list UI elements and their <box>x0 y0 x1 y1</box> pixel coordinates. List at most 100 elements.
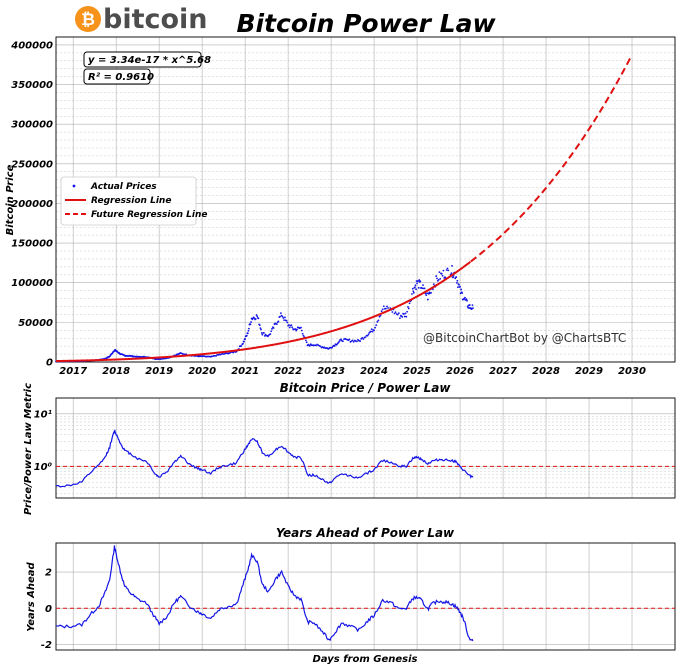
actual-price-point <box>404 312 407 315</box>
x-tick-label: 2021 <box>231 366 259 377</box>
actual-price-point <box>244 338 247 341</box>
legend-label-future: Future Regression Line <box>91 210 208 220</box>
actual-price-point <box>300 329 303 332</box>
y-tick-label: 50000 <box>18 318 53 329</box>
actual-price-point <box>302 334 305 337</box>
actual-price-point <box>438 271 441 273</box>
equation-line-1: y = 3.34e-17 * x^5.68 <box>88 55 211 66</box>
y-tick-label: -2 <box>41 640 52 651</box>
equation-line-2-box <box>83 68 151 85</box>
actual-price-point <box>242 342 244 345</box>
legend: Actual Prices Regression Line Future Reg… <box>60 176 208 226</box>
y-tick-label: 300000 <box>11 120 53 131</box>
actual-price-point <box>407 307 410 310</box>
actual-price-point <box>282 317 285 319</box>
actual-price-point <box>367 333 370 336</box>
x-tick-label: 2022 <box>274 366 302 377</box>
actual-price-point <box>456 279 459 282</box>
actual-price-point <box>419 280 422 283</box>
actual-price-point <box>440 272 443 275</box>
actual-price-point <box>259 327 262 329</box>
actual-price-point <box>240 345 243 347</box>
actual-price-point <box>260 332 263 334</box>
actual-price-point <box>348 338 351 341</box>
actual-price-point <box>275 323 278 326</box>
actual-price-point <box>426 298 429 301</box>
equation-box: y = 3.34e-17 * x^5.68 R² = 0.9610 <box>83 51 211 85</box>
legend-label-regression: Regression Line <box>91 196 171 206</box>
price-chart-x-ticks: 2017 2018 2019 2020 2021 2022 2023 2024 2025 2026… <box>59 366 646 377</box>
years-ahead-chart-title: Years Ahead of Power Law <box>276 526 455 540</box>
page-title: Bitcoin Power Law <box>236 9 496 38</box>
actual-price-point <box>461 292 464 294</box>
actual-price-point <box>375 324 378 327</box>
actual-price-point <box>472 307 474 309</box>
actual-price-point <box>442 269 445 272</box>
y-tick-label: 250000 <box>11 159 53 170</box>
price-chart-y-ticks: 0 50000 100000 150000 200000 250000 300000 3500… <box>10 40 53 368</box>
actual-price-point <box>423 287 426 290</box>
actual-price-point <box>254 318 257 320</box>
actual-price-point <box>267 335 269 338</box>
years-ahead-series-line <box>55 545 474 642</box>
actual-price-point <box>246 332 249 335</box>
years-ahead-chart-frame <box>55 542 676 651</box>
actual-price-point <box>304 339 307 342</box>
actual-price-point <box>294 328 297 330</box>
actual-price-point <box>319 345 322 348</box>
actual-price-point <box>414 286 416 289</box>
ratio-chart-frame <box>55 397 676 499</box>
actual-price-point <box>458 283 460 286</box>
y-tick-label: 10⁰ <box>34 462 53 473</box>
y-tick-label: 2 <box>45 568 52 579</box>
actual-price-point <box>356 340 358 343</box>
ratio-chart-grid <box>56 397 675 498</box>
actual-price-point <box>435 275 438 277</box>
actual-price-point <box>279 312 282 315</box>
x-tick-label: 2017 <box>59 366 87 377</box>
years-ahead-y-axis-label: Years Ahead <box>26 561 37 631</box>
actual-price-point <box>389 307 392 309</box>
x-tick-label: 2027 <box>489 366 517 377</box>
x-tick-label: 2024 <box>360 366 388 377</box>
actual-price-point <box>359 340 362 342</box>
actual-price-point <box>381 308 384 311</box>
actual-price-point <box>366 334 369 337</box>
actual-price-point <box>408 302 411 305</box>
actual-price-point <box>447 269 450 272</box>
x-tick-label: 2029 <box>575 366 603 377</box>
equation-line-2: R² = 0.9610 <box>88 72 154 83</box>
x-tick-label: 2023 <box>317 366 345 377</box>
actual-price-point <box>245 334 248 337</box>
y-tick-label: 350000 <box>11 80 53 91</box>
actual-price-point <box>271 327 273 330</box>
actual-price-point <box>377 319 380 322</box>
actual-price-point <box>407 305 409 308</box>
ratio-chart-y-axis-label: Price/Power Law Metric <box>23 383 34 515</box>
actual-price-point <box>455 281 458 284</box>
actual-price-point <box>446 267 449 270</box>
actual-price-point <box>378 315 381 318</box>
actual-price-point <box>466 299 468 302</box>
actual-price-point <box>412 291 415 294</box>
actual-price-point <box>436 277 438 280</box>
x-tick-label: 2020 <box>188 366 216 377</box>
actual-price-point <box>290 324 293 327</box>
actual-price-point <box>364 336 367 339</box>
actual-price-point <box>260 328 262 331</box>
actual-price-point <box>308 344 311 347</box>
actual-price-point <box>445 269 448 271</box>
actual-price-points <box>55 265 474 363</box>
actual-price-point <box>382 305 385 308</box>
actual-price-point <box>369 330 372 333</box>
equation-line-1-box <box>83 51 202 68</box>
actual-price-point <box>465 298 468 301</box>
actual-price-point <box>411 293 413 295</box>
y-tick-label: 0 <box>46 358 53 369</box>
actual-price-point <box>459 285 461 288</box>
actual-price-point <box>284 316 286 319</box>
actual-price-point <box>288 326 291 329</box>
years-ahead-x-axis-label: Days from Genesis <box>313 654 418 665</box>
y-tick-label: 400000 <box>10 40 53 51</box>
x-tick-label: 2030 <box>618 366 646 377</box>
